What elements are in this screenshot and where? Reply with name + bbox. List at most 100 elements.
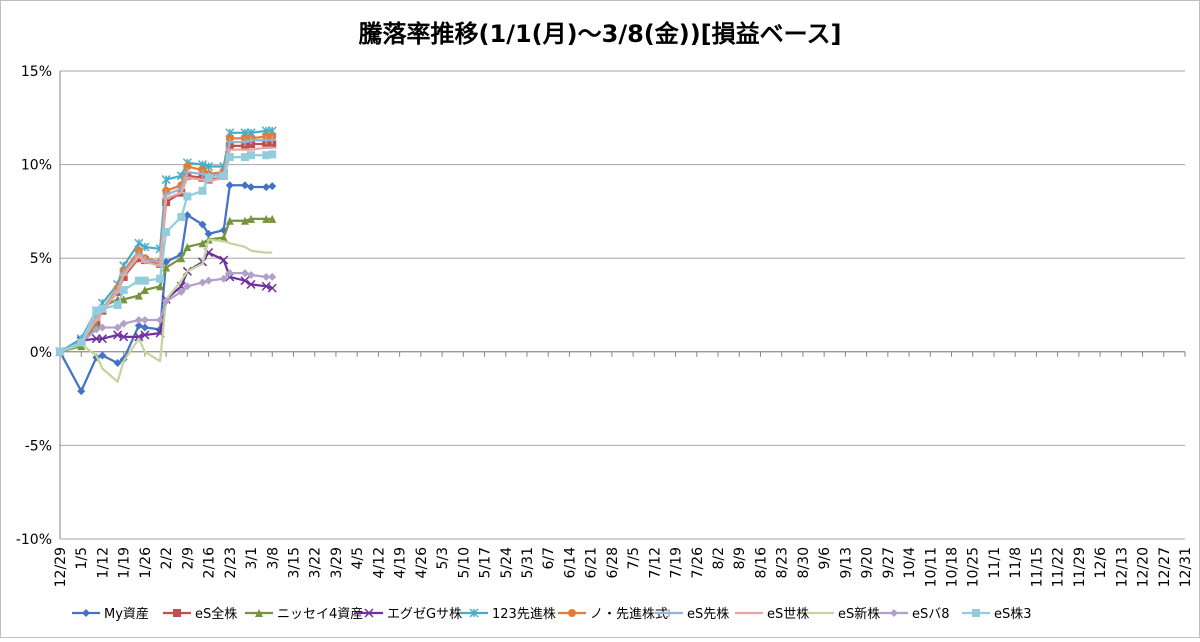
x-tick-label: 4/12 [371,547,387,578]
legend-item: eS先株 [655,607,729,622]
data-point [134,291,143,300]
data-point [246,279,256,289]
data-point [268,182,277,191]
data-point [119,319,128,328]
data-point [198,186,207,195]
data-point [77,387,86,396]
x-tick-label: 6/28 [605,547,621,578]
data-point [247,151,256,160]
data-point [183,282,192,291]
data-point [82,609,90,617]
x-tick-label: 8/16 [753,547,769,579]
data-point [219,255,229,265]
data-point [255,609,263,617]
data-point [140,286,149,295]
x-tick-label: 3/8 [265,547,281,570]
x-tick-label: 3/15 [286,547,302,578]
x-tick-label: 9/20 [860,547,876,578]
x-tick-label: 5/17 [478,547,494,578]
data-point [183,242,192,251]
data-point [97,334,107,344]
series-eSバ8 [56,269,277,356]
data-point [204,229,213,238]
data-point [183,192,192,201]
x-tick-label: 5/31 [520,547,536,578]
y-tick-label: -5% [25,438,52,454]
x-tick-label: 11/22 [1051,547,1067,587]
x-tick-label: 12/20 [1136,547,1152,587]
data-point [262,272,271,281]
data-point [204,276,213,285]
x-tick-label: 11/8 [1008,547,1024,578]
data-point [162,263,171,272]
legend-label: eS世株 [767,607,809,622]
x-tick-label: 5/10 [456,547,472,578]
x-tick-label: 8/30 [796,547,812,578]
x-tick-label: 5/24 [499,547,515,579]
data-point [92,325,101,334]
x-tick-label: 4/19 [393,547,409,578]
legend-label: eS先株 [687,607,729,622]
data-point [568,609,576,617]
data-point [140,315,149,324]
data-point [173,609,181,617]
x-tick-label: 11/29 [1072,547,1088,587]
data-point [134,321,143,330]
data-point [98,304,107,313]
data-point [134,332,144,342]
legend-label: エグゼGサ株 [387,607,462,622]
data-point [92,319,101,328]
data-point [268,214,277,223]
series-eS株3 [56,150,277,356]
x-tick-label: 12/29 [53,547,69,587]
axes [59,71,1186,539]
data-point [156,274,165,283]
x-tick-label: 1/12 [95,547,111,578]
data-point [92,306,101,315]
y-tick-label: 0% [30,345,52,361]
data-point [177,254,186,263]
x-tick-label: 8/2 [711,547,727,570]
series-line [59,251,273,353]
data-point [134,276,143,285]
data-point [156,315,165,324]
x-tick-label: 1/5 [74,547,90,570]
data-point [240,269,249,278]
data-point [247,271,256,280]
data-point [156,282,165,291]
x-tick-label: 4/26 [414,547,430,579]
legend-item: eS世株 [735,607,809,622]
legend-label: 123先進株 [492,607,556,622]
x-tick-label: 6/14 [562,547,578,579]
x-tick-label: 2/16 [202,547,218,579]
data-point [240,153,249,162]
data-point [469,608,479,618]
x-tick-label: 7/12 [647,547,663,578]
data-point [113,330,123,340]
data-point [219,233,228,242]
legend-item: eS全株 [163,606,237,622]
y-axis-tick-labels: -10% -5% 0% 5% 10% 15% [16,64,52,548]
data-point [183,168,192,177]
data-point [247,183,256,192]
data-point [225,181,234,190]
data-point [140,330,150,340]
legend-label: My資産 [104,606,149,622]
x-tick-label: 3/22 [308,547,324,578]
data-point [98,351,107,360]
data-point [665,609,673,617]
data-point [119,295,128,304]
x-tick-label: 2/9 [180,547,196,570]
data-series [55,126,277,396]
data-point [140,323,149,332]
x-tick-label: 9/13 [838,547,854,578]
data-point [240,138,249,147]
x-tick-label: 3/1 [244,547,260,570]
x-tick-label: 12/31 [1178,547,1194,587]
data-point [268,150,277,159]
y-tick-label: 5% [30,251,52,267]
x-tick-label: 1/26 [138,547,154,579]
data-point [113,301,122,309]
legend-item: My資産 [72,606,149,622]
